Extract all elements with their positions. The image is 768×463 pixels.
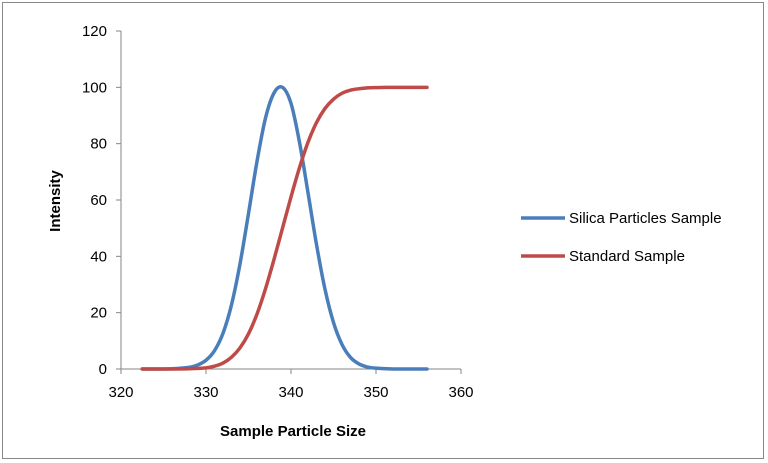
y-tick-label: 0 — [99, 361, 107, 378]
x-tick-label: 360 — [448, 384, 473, 401]
legend-label-standard-sample: Standard Sample — [569, 248, 685, 265]
chart-frame: 0 20 40 60 80 100 120 320 330 340 350 360 Sample P… — [2, 2, 764, 459]
legend: Silica Particles Sample Standard Sample — [521, 210, 722, 265]
y-tick-label: 60 — [90, 192, 107, 209]
y-axis-title: Intensity — [47, 170, 64, 232]
legend-label-silica-particles-sample: Silica Particles Sample — [569, 210, 722, 227]
y-tick-label: 80 — [90, 136, 107, 153]
x-tick-label: 350 — [363, 384, 388, 401]
x-axis: 320 330 340 350 360 — [108, 368, 474, 401]
series-line-silica-particles-sample — [140, 85, 429, 371]
x-axis-title: Sample Particle Size — [220, 423, 366, 440]
y-tick-label: 100 — [82, 79, 107, 96]
y-tick-label: 120 — [82, 23, 107, 40]
y-tick-label: 20 — [90, 305, 107, 322]
y-axis: 0 20 40 60 80 100 120 — [82, 23, 122, 378]
series-line-standard-sample — [140, 85, 429, 371]
line-chart: 0 20 40 60 80 100 120 320 330 340 350 360 Sample P… — [47, 23, 722, 440]
x-tick-label: 340 — [278, 384, 303, 401]
x-tick-label: 330 — [193, 384, 218, 401]
x-tick-label: 320 — [108, 384, 133, 401]
y-tick-label: 40 — [90, 248, 107, 265]
series-layer — [140, 85, 429, 371]
